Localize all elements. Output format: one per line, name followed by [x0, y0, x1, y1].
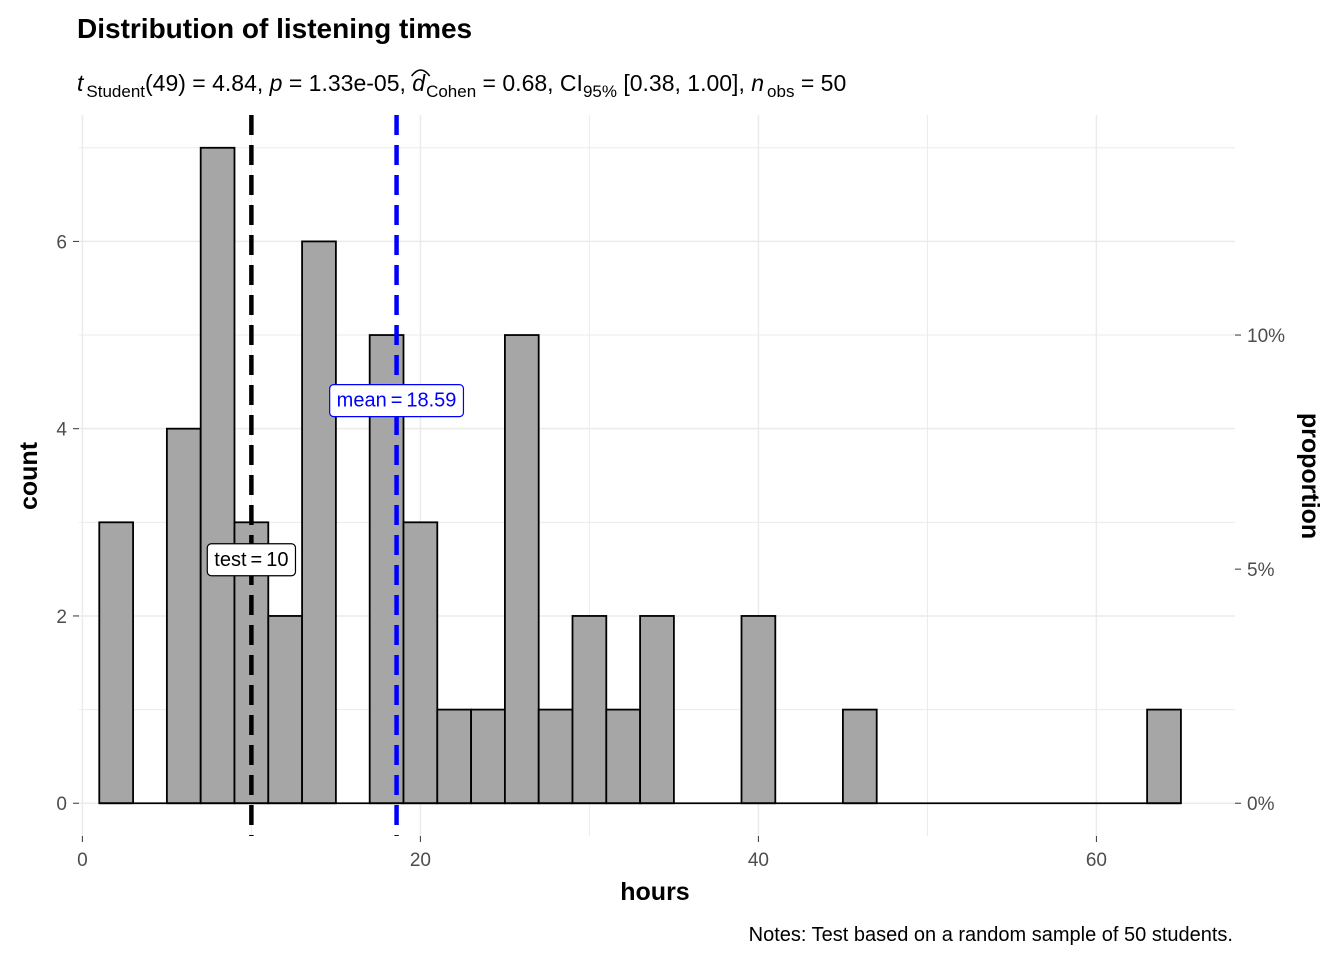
- y-tick-label: 2: [56, 607, 67, 628]
- histogram-bar: [842, 708, 878, 805]
- chart-subtitle: t Student(49) = 4.84, p = 1.33e-05, dCohe…: [77, 70, 846, 101]
- subtitle-t-symbol: t: [77, 70, 85, 96]
- x-axis: 0 20 40 60: [77, 836, 1107, 871]
- histogram-bars: [98, 146, 1182, 805]
- subtitle-df-text: (49) = 4.84,: [145, 70, 270, 96]
- histogram-bar: [639, 615, 675, 805]
- reference-label-equals-mean: =: [391, 390, 403, 412]
- x-tick-label: 20: [410, 850, 431, 871]
- histogram-bar: [605, 708, 641, 805]
- histogram-bar: [436, 708, 472, 805]
- y2-tick-label: 5%: [1247, 560, 1275, 581]
- subtitle-n-symbol: n: [751, 70, 764, 96]
- histogram-bar: [470, 708, 506, 805]
- y-axis-left: 0 2 4 6: [56, 232, 79, 815]
- reference-label-text-mean: mean = 18.59: [337, 390, 457, 412]
- reference-label-name-test: test: [214, 549, 247, 571]
- y-tick-label: 4: [56, 420, 67, 441]
- y2-tick-label: 0%: [1247, 794, 1275, 815]
- reference-label-test: test = 10: [206, 543, 297, 577]
- histogram-bar: [301, 240, 337, 805]
- subtitle-p-text: = 1.33e-05,: [282, 70, 412, 96]
- y-tick-label: 0: [56, 794, 67, 815]
- subtitle-n-sub: obs: [767, 82, 794, 101]
- subtitle-ci-text: [0.38, 1.00],: [617, 70, 751, 96]
- reference-lines: [249, 115, 399, 836]
- histogram-bar: [571, 615, 608, 805]
- subtitle-t-sub: Student: [86, 82, 145, 101]
- reference-label-equals-test: =: [251, 549, 263, 571]
- histogram-bar: [402, 521, 439, 805]
- reference-label-value-test: 10: [266, 549, 288, 571]
- subtitle-n-text: = 50: [794, 70, 846, 96]
- histogram-bar: [165, 427, 202, 805]
- chart-caption: Notes: Test based on a random sample of …: [749, 924, 1233, 946]
- x-tick-label: 40: [748, 850, 769, 871]
- reference-label-box-test: [206, 543, 297, 577]
- subtitle-d-sub: Cohen: [426, 82, 476, 101]
- subtitle-ci-sub: 95%: [583, 82, 617, 101]
- reference-label-text-test: test = 10: [214, 549, 288, 571]
- x-tick-label: 60: [1086, 850, 1107, 871]
- y2-axis-title: proportion: [1296, 413, 1324, 539]
- histogram-bar: [98, 521, 134, 805]
- histogram-bar: [1146, 708, 1182, 805]
- chart-title: Distribution of listening times: [77, 13, 472, 44]
- reference-label-name-mean: mean: [337, 390, 387, 412]
- histogram-bar: [503, 334, 540, 805]
- subtitle-d-symbol: d: [412, 70, 426, 96]
- reference-label-mean: mean = 18.59: [329, 383, 465, 418]
- y-axis-title: count: [15, 441, 43, 510]
- x-axis-title: hours: [620, 878, 689, 906]
- y-axis-right: 0% 5% 10%: [1235, 326, 1285, 815]
- histogram-bar: [537, 708, 574, 805]
- histogram-bar: [740, 615, 777, 805]
- histogram-bar: [267, 615, 303, 805]
- reference-label-box-mean: [329, 383, 465, 418]
- x-tick-label: 0: [77, 850, 88, 871]
- y2-tick-label: 10%: [1247, 326, 1285, 347]
- subtitle-d-text: = 0.68, CI: [476, 70, 583, 96]
- subtitle-p-symbol: p: [269, 70, 283, 96]
- y-tick-label: 6: [56, 232, 67, 253]
- subtitle-d-hat: [411, 69, 431, 77]
- reference-label-value-mean: 18.59: [406, 390, 456, 412]
- histogram-bar: [199, 146, 236, 805]
